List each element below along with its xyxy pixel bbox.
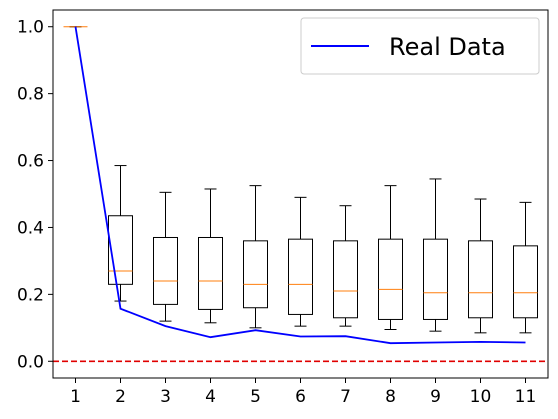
x-tick-label: 11	[515, 387, 537, 407]
box-iqr	[423, 238, 448, 320]
box-iqr	[288, 238, 313, 315]
x-tick-label: 8	[385, 387, 396, 407]
x-tick-label: 7	[340, 387, 351, 407]
box-iqr	[333, 240, 358, 319]
series-line-real-data	[74, 26, 526, 345]
y-tick-label: 0.2	[17, 285, 44, 305]
y-tick-label: 0.8	[17, 85, 44, 105]
box-2	[108, 165, 133, 302]
x-tick-label: 10	[470, 387, 492, 407]
box-3	[153, 191, 178, 322]
y-tick-label: 0.6	[17, 152, 44, 172]
box-iqr	[198, 236, 223, 310]
box-iqr	[243, 240, 268, 309]
legend: Real Data	[300, 17, 540, 75]
y-tick-label: 0.4	[17, 218, 44, 238]
x-tick-label: 2	[115, 387, 126, 407]
x-tick-label: 3	[160, 387, 171, 407]
box-iqr	[378, 238, 403, 320]
box-6	[288, 196, 313, 327]
legend-label: Real Data	[389, 33, 506, 61]
box-11	[513, 201, 538, 334]
plot-area	[53, 26, 548, 363]
x-tick-label: 9	[430, 387, 441, 407]
box-9	[423, 178, 448, 332]
box-iqr	[108, 215, 133, 285]
x-tick-label: 1	[70, 387, 81, 407]
x-tick-label: 6	[295, 387, 306, 407]
box-10	[468, 198, 493, 334]
y-axis: 0.0 0.2 0.4 0.6 0.8 1.0	[17, 18, 53, 372]
y-tick-label: 1.0	[17, 18, 44, 38]
x-tick-label: 4	[205, 387, 216, 407]
box-4	[198, 188, 223, 324]
box-7	[333, 205, 358, 327]
box-iqr	[513, 245, 538, 319]
box-8	[378, 185, 403, 330]
box-5	[243, 185, 268, 329]
x-axis: 1 2 3 4 5 6 7 8 9 10 11	[70, 378, 536, 407]
y-tick-label: 0.0	[17, 352, 44, 372]
box-iqr	[468, 240, 493, 319]
x-tick-label: 5	[250, 387, 261, 407]
legend-box	[300, 17, 540, 75]
box-iqr	[153, 236, 178, 305]
